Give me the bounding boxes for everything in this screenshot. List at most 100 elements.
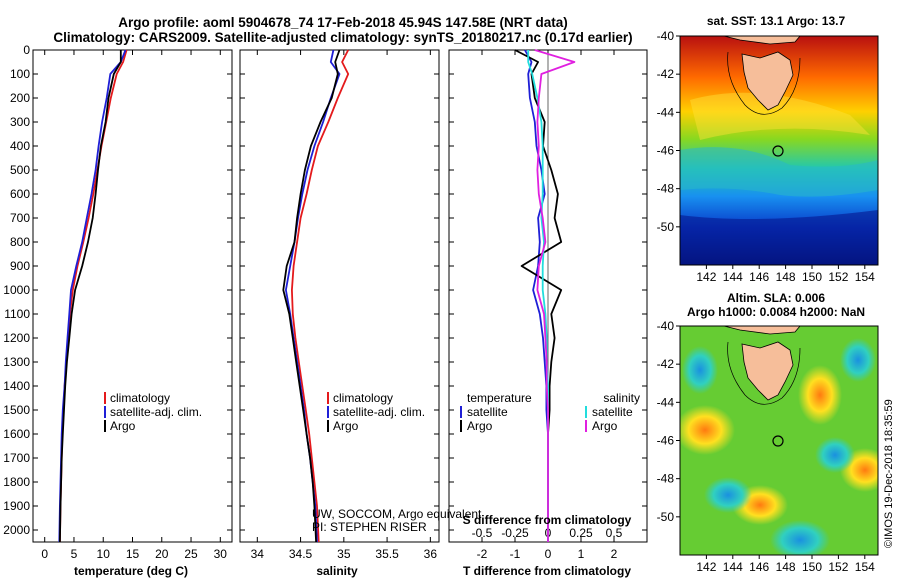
legend-t-argo-swatch [460,420,462,432]
legend-t-argo-label: Argo [467,419,493,433]
x-tick-label: 35 [337,547,351,561]
map-x-tick-label: 152 [828,560,848,574]
map-y-tick-label: -46 [657,434,675,448]
x-tick-label: 0 [41,547,48,561]
profile-location-marker [772,145,784,157]
map-y-tick-label: -46 [657,144,675,158]
legend-satellite-label: satellite-adj. clim. [110,405,202,419]
map-y-tick-label: -40 [657,319,675,333]
sst-deep-cold [680,210,878,265]
legend-argo-label: Argo [110,419,136,433]
profile-location-marker [772,435,784,447]
sst-map-axes: 142 144 146 148 150 152 154 -40 -42 -44 -46 -48 -50 [657,29,875,284]
difference-axis-label: T difference from climatology [463,564,631,578]
legend-climatology-label: climatology [110,391,170,405]
salinity-panel: 34 34.5 35 35.5 36 salinity climatology sate… [239,49,482,578]
legend-satellite-label: satellite-adj. clim. [333,405,425,419]
map-x-tick-label: 142 [696,560,716,574]
tasmania-land [741,51,794,111]
legend-t-satellite-swatch [460,406,462,418]
legend-climatology-swatch [104,392,106,404]
legend-climatology-label: climatology [333,391,393,405]
map-x-tick-label: 148 [776,270,796,284]
mainland-land [723,326,801,335]
sla-cool-eddy [682,346,718,394]
map-x-tick-label: 154 [855,270,875,284]
sla-map-title-line-2: Argo h1000: 0.0084 h2000: NaN [687,305,865,319]
salinity-plot: 34 34.5 35 35.5 36 [240,49,439,561]
y-tick-label: 800 [10,235,30,249]
y-tick-label: 700 [10,211,30,225]
y-tick-label: 500 [10,163,30,177]
legend-s-argo-swatch [585,420,587,432]
salinity-difference-axis-label: S difference from climatology [463,513,632,527]
sst-map-panel: sat. SST: 13.1 Argo: 13.7 142 144 146 148 15… [657,14,879,284]
s-diff-tick-label: -0.5 [472,526,493,540]
difference-plot: -2 -1 0 1 2-0.5 -0.25 0 0.25 0.5 [449,49,647,561]
x-tick-label: -2 [477,547,488,561]
x-tick-label: 5 [71,547,78,561]
y-tick-label: 1600 [3,427,30,441]
sst-cool-eddy [680,147,878,197]
x-tick-label: 20 [155,547,169,561]
temperature-axis-label: temperature (deg C) [74,564,188,578]
shelf-contour [727,51,801,115]
legend-salinity-title: salinity [603,391,640,405]
map-x-tick-label: 152 [828,270,848,284]
map-y-tick-label: -50 [657,220,675,234]
y-tick-label: 1500 [3,403,30,417]
y-tick-label: 100 [10,67,30,81]
salinity-plot-frame [239,49,440,543]
temperature-panel: 0100200300400500600700800900100011001200… [3,43,233,578]
legend-climatology-swatch [327,392,329,404]
y-tick-label: 600 [10,187,30,201]
x-tick-label: 2 [611,547,618,561]
title-line-2: Climatology: CARS2009. Satellite-adjuste… [53,30,632,45]
y-tick-label: 300 [10,115,30,129]
y-tick-label: 1400 [3,379,30,393]
map-x-tick-label: 150 [802,270,822,284]
y-tick-label: 1800 [3,475,30,489]
legend-argo-swatch [327,420,329,432]
map-x-tick-label: 148 [776,560,796,574]
salinity-axis-label: salinity [316,564,358,578]
y-tick-label: 1300 [3,355,30,369]
series-line-argo_s [534,49,576,542]
legend-argo-label: Argo [333,419,359,433]
shelf-contour [727,341,801,405]
tasmania-land [741,341,794,401]
legend-satellite-swatch [327,406,329,418]
series-line-satellite [58,49,127,543]
map-x-tick-label: 144 [723,560,743,574]
map-x-tick-label: 144 [723,270,743,284]
sla-map-panel: Altim. SLA: 0.006 Argo h1000: 0.0084 h20… [657,291,879,574]
x-tick-label: 25 [184,547,198,561]
x-tick-label: 30 [214,547,228,561]
x-tick-label: -1 [510,547,521,561]
sla-warm-eddy [798,365,842,425]
map-y-tick-label: -42 [657,357,675,371]
sla-map-title-line-1: Altim. SLA: 0.006 [727,291,825,305]
y-tick-label: 0 [23,43,30,57]
s-diff-tick-label: -0.25 [501,526,529,540]
map-y-tick-label: -42 [657,67,675,81]
credit-line-1: UW, SOCCOM, Argo equivalent [312,507,482,521]
x-tick-label: 36 [424,547,438,561]
legend-satellite-swatch [104,406,106,418]
x-tick-label: 10 [97,547,111,561]
y-tick-label: 200 [10,91,30,105]
map-x-tick-label: 142 [696,270,716,284]
legend-s-argo-label: Argo [592,419,618,433]
legend-temperature-title: temperature [467,391,532,405]
legend-s-satellite-label: satellite [592,405,633,419]
y-tick-label: 1200 [3,331,30,345]
temperature-plot-frame [32,49,233,543]
map-y-tick-label: -40 [657,29,675,43]
sla-cool-eddy [704,477,752,513]
mainland-land [723,36,801,45]
map-x-tick-label: 150 [802,560,822,574]
y-tick-label: 400 [10,139,30,153]
credit-line-2: PI: STEPHEN RISER [312,520,427,534]
sla-cool-eddy [840,338,876,382]
